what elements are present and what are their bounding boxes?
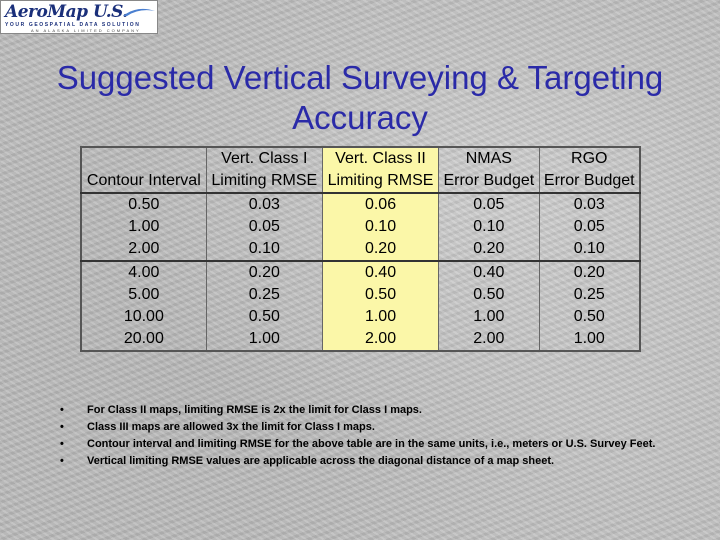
logo-subtagline: AN ALASKA LIMITED COMPANY	[31, 28, 141, 33]
logo-tagline: YOUR GEOSPATIAL DATA SOLUTION	[5, 22, 141, 28]
table-cell: 0.50	[321, 284, 440, 306]
table-cell: 0.10	[205, 238, 323, 261]
header-cell: Contour Interval	[80, 170, 207, 194]
table-cell: 0.40	[438, 260, 540, 284]
header-cell	[80, 147, 207, 170]
table-cell: 0.20	[538, 260, 641, 284]
header-cell: Error Budget	[538, 170, 641, 194]
table-cell: 20.00	[80, 328, 207, 351]
list-item: • Class III maps are allowed 3x the limi…	[60, 421, 660, 434]
note-text: Class III maps are allowed 3x the limit …	[87, 421, 375, 433]
table-cell: 0.20	[205, 260, 323, 284]
table-cell: 0.06	[321, 193, 440, 216]
table-cell: 2.00	[438, 328, 540, 351]
table-header-row: Vert. Class I Vert. Class II NMAS RGO	[80, 147, 641, 170]
table-cell: 0.10	[321, 216, 440, 238]
bullet-icon: •	[60, 404, 64, 416]
table-cell: 0.20	[438, 238, 540, 261]
table-header-row: Contour Interval Limiting RMSE Limiting …	[80, 170, 641, 194]
slide-title: Suggested Vertical Surveying & Targeting…	[0, 58, 720, 138]
table-cell: 0.05	[538, 216, 641, 238]
table-cell: 1.00	[80, 216, 207, 238]
bullet-icon: •	[60, 421, 64, 433]
note-text: For Class II maps, limiting RMSE is 2x t…	[87, 404, 422, 416]
table-row: 20.00 1.00 2.00 2.00 1.00	[80, 328, 641, 351]
slide-title-line2: Accuracy	[292, 99, 428, 136]
note-text: Vertical limiting RMSE values are applic…	[87, 455, 555, 467]
table-cell: 0.10	[538, 238, 641, 261]
logo-swoosh-icon	[123, 8, 155, 16]
table-cell: 0.20	[321, 238, 440, 261]
header-cell: Error Budget	[438, 170, 540, 194]
list-item: • Vertical limiting RMSE values are appl…	[60, 455, 660, 468]
table-cell: 2.00	[80, 238, 207, 261]
note-text: Contour interval and limiting RMSE for t…	[87, 438, 656, 450]
header-cell: RGO	[538, 147, 641, 170]
table-row: 1.00 0.05 0.10 0.10 0.05	[80, 216, 641, 238]
notes-list: • For Class II maps, limiting RMSE is 2x…	[60, 404, 660, 472]
accuracy-table: Vert. Class I Vert. Class II NMAS RGO Co…	[80, 146, 641, 352]
table-cell: 1.00	[321, 306, 440, 328]
table-cell: 0.25	[538, 284, 641, 306]
header-cell: Limiting RMSE	[321, 170, 440, 194]
table-cell: 0.25	[205, 284, 323, 306]
table-cell: 0.50	[80, 193, 207, 216]
table-cell: 0.10	[438, 216, 540, 238]
list-item: • Contour interval and limiting RMSE for…	[60, 438, 660, 451]
table-cell: 10.00	[80, 306, 207, 328]
bullet-icon: •	[60, 438, 64, 450]
table-cell: 0.05	[205, 216, 323, 238]
table-row: 4.00 0.20 0.40 0.40 0.20	[80, 260, 641, 284]
list-item: • For Class II maps, limiting RMSE is 2x…	[60, 404, 660, 417]
table-row: 0.50 0.03 0.06 0.05 0.03	[80, 193, 641, 216]
logo-brand-text: AeroMap U.S.	[5, 2, 128, 22]
header-cell: NMAS	[438, 147, 540, 170]
table-row: 5.00 0.25 0.50 0.50 0.25	[80, 284, 641, 306]
table-cell: 0.50	[438, 284, 540, 306]
table-cell: 0.03	[205, 193, 323, 216]
table-cell: 4.00	[80, 260, 207, 284]
header-cell: Limiting RMSE	[205, 170, 323, 194]
table-cell: 0.05	[438, 193, 540, 216]
slide-title-line1: Suggested Vertical Surveying & Targeting	[56, 59, 664, 96]
table-cell: 0.40	[321, 260, 440, 284]
table-cell: 1.00	[205, 328, 323, 351]
table-cell: 1.00	[538, 328, 641, 351]
header-cell: Vert. Class I	[205, 147, 323, 170]
table-row: 10.00 0.50 1.00 1.00 0.50	[80, 306, 641, 328]
table-cell: 5.00	[80, 284, 207, 306]
company-logo: AeroMap U.S. YOUR GEOSPATIAL DATA SOLUTI…	[0, 0, 158, 34]
table-cell: 0.50	[205, 306, 323, 328]
table-cell: 0.50	[538, 306, 641, 328]
table-cell: 1.00	[438, 306, 540, 328]
table-cell: 2.00	[321, 328, 440, 351]
table-row: 2.00 0.10 0.20 0.20 0.10	[80, 238, 641, 261]
bullet-icon: •	[60, 455, 64, 467]
header-cell: Vert. Class II	[321, 147, 440, 170]
table-cell: 0.03	[538, 193, 641, 216]
